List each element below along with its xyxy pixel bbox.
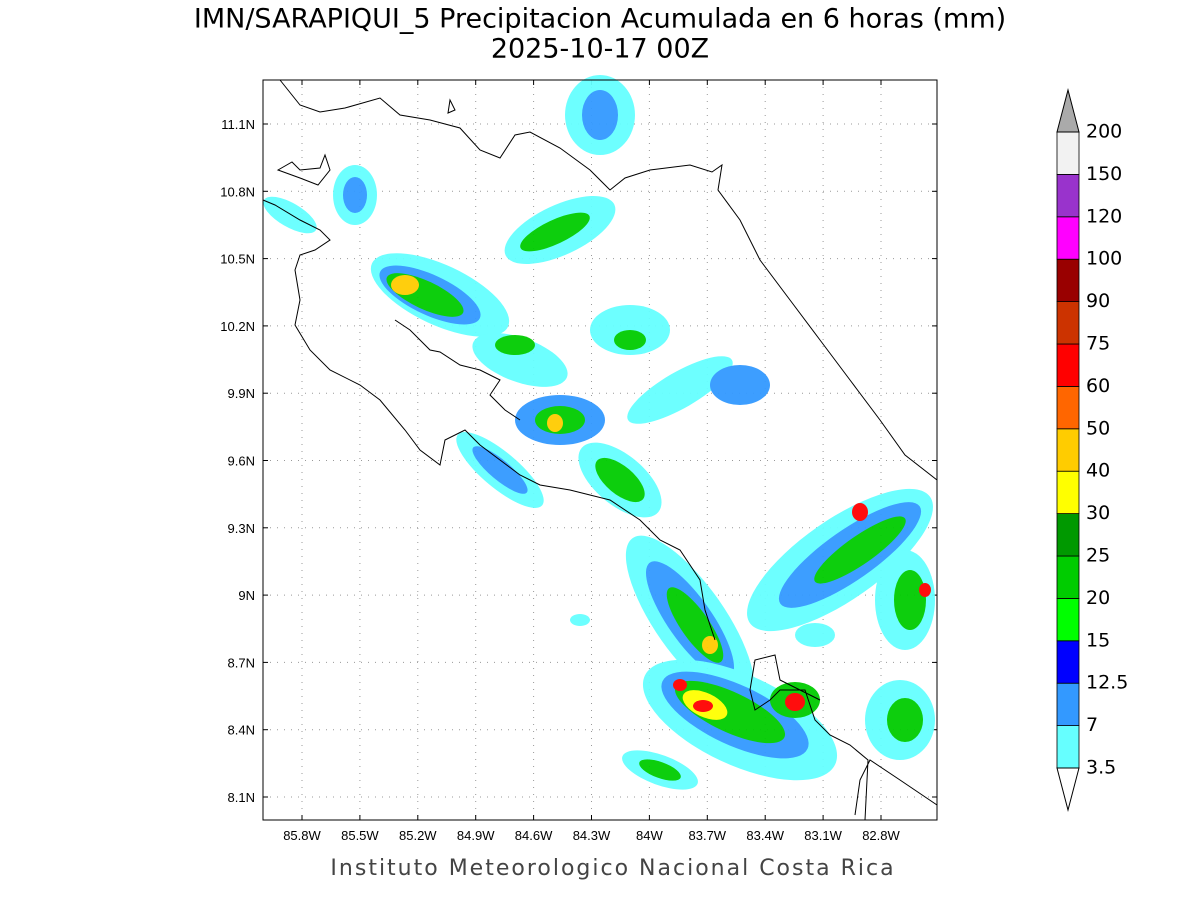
lon-label: 85.5W <box>341 828 379 843</box>
precipitation-field <box>263 75 935 790</box>
colorbar-segment <box>1056 131 1080 175</box>
colorbar-segment <box>1056 173 1080 218</box>
lat-label: 11.1N <box>221 117 255 132</box>
footer: Instituto Meteorologico Nacional Costa R… <box>330 856 895 881</box>
grid <box>263 80 937 820</box>
colorbar-label: 3.5 <box>1086 757 1116 779</box>
map-frame <box>262 79 938 821</box>
lon-label: 83.4W <box>746 828 784 843</box>
colorbar-label: 7 <box>1086 714 1098 736</box>
lon-label: 84.3W <box>573 828 611 843</box>
title: IMN/SARAPIQUI_5 Precipitacion Acumulada … <box>194 4 1006 35</box>
colorbar-label: 50 <box>1086 417 1110 439</box>
lat-label: 10.2N <box>220 319 255 334</box>
lon-label: 83.7W <box>689 828 727 843</box>
lat-label: 9N <box>238 588 255 603</box>
lat-label: 9.9N <box>228 386 255 401</box>
colorbar-label: 100 <box>1086 248 1122 270</box>
colorbar-segment <box>1056 301 1080 345</box>
colorbar-segment <box>1056 555 1080 599</box>
colorbar-label: 25 <box>1086 545 1110 567</box>
colorbar-segment <box>1056 513 1080 557</box>
colorbar-segment <box>1056 598 1080 642</box>
lon-label: 85.2W <box>399 828 437 843</box>
lat-label: 8.7N <box>228 655 255 670</box>
colorbar-label: 12.5 <box>1086 672 1128 694</box>
coastlines <box>262 79 938 821</box>
colorbar-label: 75 <box>1086 333 1110 355</box>
lat-label: 10.5N <box>220 252 255 267</box>
colorbar-label: 40 <box>1086 460 1110 482</box>
colorbar-label: 200 <box>1086 121 1122 143</box>
lon-label: 83.1W <box>804 828 842 843</box>
colorbar-under <box>1056 767 1080 812</box>
colorbar-over <box>1056 88 1080 133</box>
colorbar-segment <box>1056 725 1080 769</box>
colorbar-segment <box>1056 343 1080 387</box>
colorbar-label: 120 <box>1086 205 1122 227</box>
colorbar-label: 20 <box>1086 587 1110 609</box>
lon-label: 85.8W <box>283 828 321 843</box>
colorbar-label: 15 <box>1086 629 1110 651</box>
colorbar-segment <box>1056 640 1080 684</box>
colorbar-segment <box>1056 216 1080 260</box>
colorbar-label: 150 <box>1086 163 1122 185</box>
lon-label: 84.9W <box>457 828 495 843</box>
lat-label: 10.8N <box>220 184 255 199</box>
colorbar-segment <box>1056 385 1080 430</box>
map-area <box>262 75 938 821</box>
colorbar-segment <box>1056 470 1080 515</box>
lat-label: 9.6N <box>228 454 255 469</box>
colorbar-segment <box>1056 682 1080 727</box>
lon-label: 84W <box>636 828 663 843</box>
lat-label: 8.4N <box>228 723 255 738</box>
lon-label: 84.6W <box>515 828 553 843</box>
lat-label: 8.1N <box>228 790 255 805</box>
lat-label: 9.3N <box>228 521 255 536</box>
colorbar-label: 90 <box>1086 290 1110 312</box>
lon-label: 82.8W <box>862 828 900 843</box>
colorbar: 3.5 7 12.5 15 20 25 30 40 50 60 75 90 100 120 150 200 <box>1056 88 1128 812</box>
colorbar-label: 60 <box>1086 375 1110 397</box>
colorbar-segment <box>1056 428 1080 472</box>
colorbar-segment <box>1056 258 1080 303</box>
colorbar-label: 30 <box>1086 502 1110 524</box>
subtitle: 2025-10-17 00Z <box>491 34 709 65</box>
